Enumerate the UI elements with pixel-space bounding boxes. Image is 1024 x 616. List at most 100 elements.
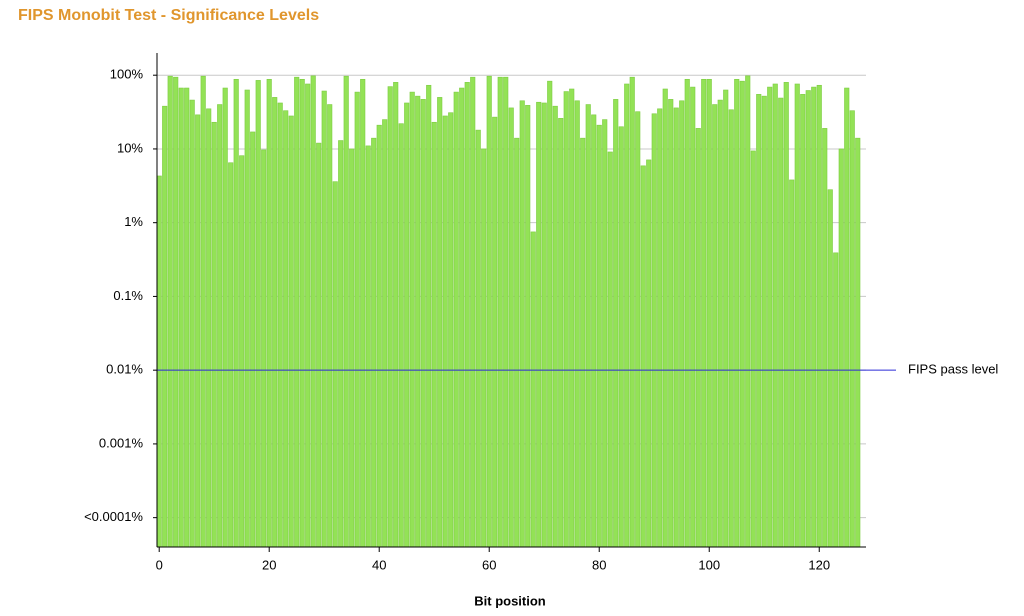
bar bbox=[371, 137, 377, 548]
bar bbox=[217, 104, 223, 548]
bar bbox=[844, 87, 850, 548]
bar bbox=[162, 105, 168, 548]
bar bbox=[211, 121, 217, 548]
bar bbox=[673, 107, 679, 548]
bar bbox=[657, 108, 663, 548]
bar bbox=[833, 252, 839, 548]
bar bbox=[332, 181, 338, 548]
bar bbox=[409, 91, 415, 548]
bar bbox=[640, 165, 646, 548]
bar bbox=[497, 76, 503, 548]
x-tick-label: 60 bbox=[482, 557, 496, 572]
bar bbox=[453, 91, 459, 548]
bar bbox=[668, 99, 674, 548]
bar bbox=[563, 91, 569, 548]
bar bbox=[189, 99, 195, 548]
bar bbox=[585, 104, 591, 548]
bar bbox=[536, 101, 542, 548]
bar bbox=[514, 137, 520, 548]
bar bbox=[613, 99, 619, 548]
bar bbox=[591, 114, 597, 548]
bar bbox=[728, 109, 734, 548]
bar bbox=[508, 107, 514, 548]
pass-level-label: FIPS pass level bbox=[908, 362, 998, 377]
y-tick-label: 1% bbox=[124, 214, 143, 229]
bar bbox=[288, 115, 294, 548]
bar bbox=[398, 123, 404, 548]
bar bbox=[492, 116, 498, 548]
bar bbox=[772, 83, 778, 548]
bar bbox=[233, 78, 239, 548]
bar bbox=[255, 80, 261, 548]
bar bbox=[327, 104, 333, 548]
bar bbox=[349, 148, 355, 548]
bar bbox=[552, 105, 558, 548]
bar bbox=[805, 90, 811, 548]
bar bbox=[343, 75, 349, 548]
bar bbox=[849, 110, 855, 548]
bar bbox=[415, 95, 421, 548]
bar bbox=[294, 76, 300, 548]
bar bbox=[717, 99, 723, 548]
bar bbox=[503, 76, 509, 548]
bar bbox=[426, 84, 432, 548]
bar bbox=[816, 84, 822, 548]
bar bbox=[618, 126, 624, 548]
bar bbox=[299, 78, 305, 548]
y-tick-label: 10% bbox=[117, 140, 143, 155]
bar bbox=[354, 91, 360, 548]
bar bbox=[200, 75, 206, 548]
bar bbox=[338, 140, 344, 548]
bar bbox=[360, 78, 366, 548]
bar bbox=[855, 137, 861, 548]
bar bbox=[635, 111, 641, 548]
bar bbox=[679, 100, 685, 548]
bar bbox=[629, 76, 635, 548]
bar bbox=[365, 145, 371, 548]
y-tick-label: 0.001% bbox=[99, 435, 144, 450]
bar bbox=[442, 115, 448, 548]
bar bbox=[580, 137, 586, 548]
bar bbox=[475, 129, 481, 548]
bar bbox=[393, 82, 399, 548]
bar bbox=[525, 105, 531, 548]
bar bbox=[305, 83, 311, 548]
bar bbox=[228, 162, 234, 548]
x-tick-label: 80 bbox=[592, 557, 606, 572]
bar bbox=[778, 97, 784, 548]
bar bbox=[206, 108, 212, 548]
bar bbox=[800, 94, 806, 548]
bar bbox=[184, 87, 190, 548]
bar bbox=[569, 88, 575, 548]
bar bbox=[827, 189, 833, 548]
bar bbox=[310, 75, 316, 548]
x-tick-label: 0 bbox=[156, 557, 163, 572]
bar bbox=[272, 97, 278, 548]
bar bbox=[574, 100, 580, 548]
bar bbox=[481, 148, 487, 548]
bar bbox=[761, 95, 767, 548]
bar bbox=[811, 86, 817, 548]
x-axis-label: Bit position bbox=[474, 593, 546, 608]
bar bbox=[734, 78, 740, 548]
bar bbox=[321, 90, 327, 548]
bar bbox=[250, 131, 256, 548]
bar bbox=[404, 102, 410, 548]
bar bbox=[316, 142, 322, 548]
bar bbox=[173, 76, 179, 548]
bar bbox=[420, 99, 426, 548]
bar bbox=[783, 82, 789, 548]
x-tick-label: 100 bbox=[698, 557, 720, 572]
bar bbox=[244, 89, 250, 548]
bar bbox=[706, 78, 712, 548]
bar bbox=[684, 78, 690, 548]
bar bbox=[701, 78, 707, 548]
bar bbox=[750, 150, 756, 548]
bar bbox=[651, 113, 657, 548]
bar bbox=[822, 128, 828, 548]
bar bbox=[178, 87, 184, 548]
bar bbox=[459, 87, 465, 548]
bar bbox=[794, 83, 800, 548]
